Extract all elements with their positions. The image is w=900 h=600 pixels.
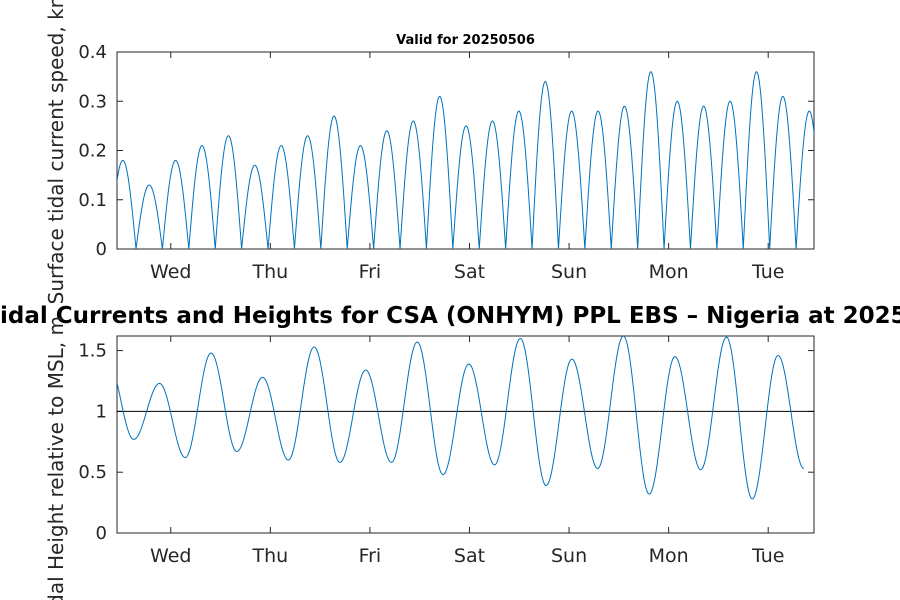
tidal-height-chart: 0 0.5 1 1.5 Wed Thu Fri Sat Sun Mon Tue Tidal Curre… [0,303,900,600]
x-tick-label: Sat [454,545,485,567]
x-tick-label: Tue [751,545,784,567]
top-y-axis-label: Surface tidal current speed, kn [44,0,68,304]
main-figure-title: Tidal Currents and Heights for CSA (ONHY… [0,303,900,329]
x-tick-label: Wed [150,545,191,567]
bottom-y-axis-label: Tidal Height relative to MSL, m [44,316,68,600]
y-tick-label: 0.4 [78,42,107,63]
plot-area-top [116,51,815,250]
top-chart-title: Valid for 20250506 [396,33,535,48]
y-tick-label: 0 [96,239,107,260]
y-tick-label: 0.2 [78,141,107,162]
x-tick-label: Fri [359,545,382,567]
y-tick-label: 1 [96,401,107,422]
x-tick-label: Tue [751,261,784,283]
x-tick-label: Sun [551,545,587,567]
current-speed-chart: 0 0.1 0.2 0.3 0.4 Wed Thu Fri Sat Sun Mon Tue Valid … [44,0,815,304]
current-speed-series-line [117,71,814,249]
y-tick-label: 0.1 [78,190,107,211]
x-tick-label: Thu [251,545,288,567]
x-tick-label: Sun [551,261,587,283]
tidal-height-series-line [117,336,804,500]
y-tick-label: 0 [96,523,107,544]
x-tick-label: Mon [649,545,689,567]
x-tick-label: Sat [454,261,485,283]
x-tick-label: Fri [359,261,382,283]
x-tick-label: Wed [150,261,191,283]
y-tick-label: 0.3 [78,91,107,112]
x-tick-label: Mon [649,261,689,283]
y-tick-label: 0.5 [78,462,107,483]
y-tick-label: 1.5 [78,341,107,362]
x-tick-label: Thu [251,261,288,283]
